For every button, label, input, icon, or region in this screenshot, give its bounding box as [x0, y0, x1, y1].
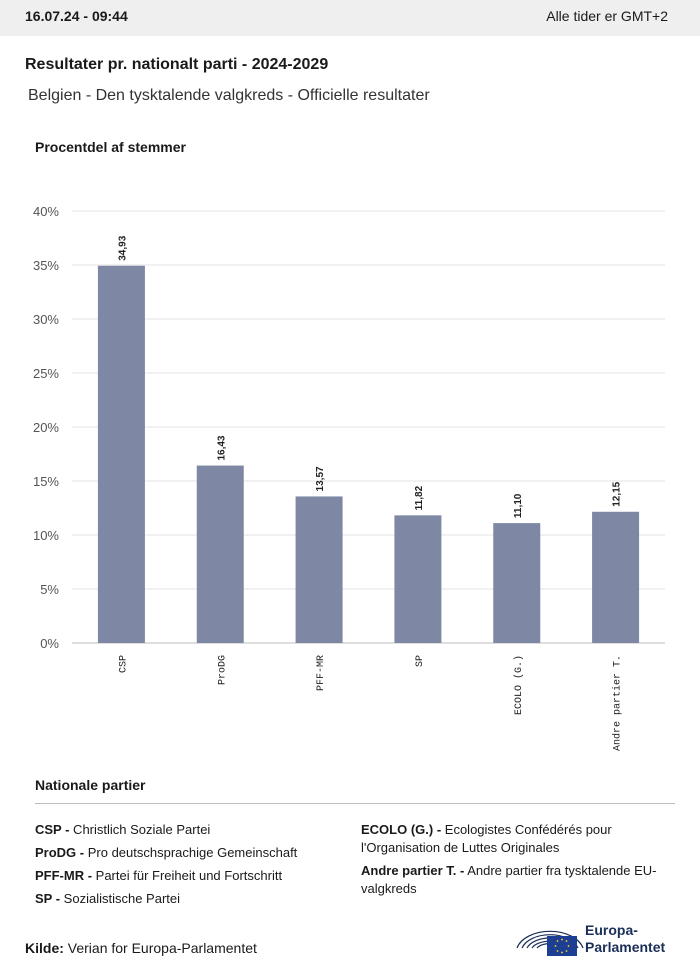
x-tick-label: PFF-MR — [316, 655, 327, 691]
x-tick-label: ECOLO (G.) — [513, 655, 525, 715]
legend-abbr: PFF-MR - — [35, 868, 93, 883]
page-title: Resultater pr. nationalt parti - 2024-20… — [25, 56, 329, 73]
legend-name: Sozialistische Partei — [60, 891, 181, 906]
logo-line-1: Europa- — [585, 922, 638, 938]
source-text: Verian for Europa-Parlamentet — [67, 940, 257, 956]
data-label: 16,43 — [216, 435, 227, 460]
data-label: 12,15 — [612, 481, 623, 506]
x-tick-label: SP — [415, 655, 426, 667]
legend-item: ECOLO (G.) - Ecologistes Confédérés pour… — [361, 821, 671, 857]
bar — [97, 265, 145, 643]
legend-name: Partei für Freiheit und Fortschritt — [92, 868, 283, 883]
european-parliament-logo-icon — [516, 930, 584, 956]
y-tick-label: 35% — [33, 258, 59, 273]
legend-item: CSP - Christlich Soziale Partei — [35, 821, 350, 839]
top-bar: 16.07.24 - 09:44 Alle tider er GMT+2 — [0, 0, 700, 36]
page-subtitle: Belgien - Den tysktalende valgkreds - Of… — [28, 87, 430, 104]
data-label: 11,82 — [414, 485, 425, 510]
legend-abbr: SP - — [35, 891, 61, 906]
y-tick-label: 20% — [33, 420, 59, 435]
source-note: Kilde: Verian for Europa-Parlamentet — [25, 940, 257, 956]
legend-name: Andre partier fra tysktalende EU-valgkre… — [361, 863, 657, 896]
legend-abbr: CSP - — [35, 822, 70, 837]
legend-name: Christlich Soziale Partei — [69, 822, 211, 837]
legend-title: Nationale partier — [35, 777, 146, 793]
legend-name: Pro deutschsprachige Gemeinschaft — [84, 845, 298, 860]
legend-abbr: ProDG - — [35, 845, 85, 860]
bar — [295, 496, 343, 643]
source-label: Kilde: — [25, 940, 64, 956]
timezone-note: Alle tider er GMT+2 — [546, 8, 668, 24]
legend-item: Andre partier T. - Andre partier fra tys… — [361, 862, 671, 898]
x-tick-label: Andre partier T. — [612, 655, 624, 751]
legend-abbr: Andre partier T. - — [361, 863, 465, 878]
y-tick-label: 15% — [33, 474, 59, 489]
y-tick-label: 25% — [33, 366, 59, 381]
y-tick-label: 30% — [33, 312, 59, 327]
timestamp: 16.07.24 - 09:44 — [25, 8, 128, 24]
legend-item: SP - Sozialistische Partei — [35, 890, 350, 908]
legend-item: ProDG - Pro deutschsprachige Gemeinschaf… — [35, 844, 350, 862]
bar — [196, 465, 244, 643]
legend-item: PFF-MR - Partei für Freiheit und Fortsch… — [35, 867, 350, 885]
data-label: 13,57 — [315, 466, 326, 491]
data-label: 11,10 — [513, 493, 524, 518]
legend-abbr: ECOLO (G.) - — [361, 822, 442, 837]
logo-line-2: Parlamentet — [585, 939, 666, 955]
x-tick-label: ProDG — [217, 655, 228, 685]
bar — [592, 511, 640, 643]
legend-list-left: CSP - Christlich Soziale Partei ProDG - P… — [35, 821, 350, 913]
y-tick-label: 5% — [40, 582, 59, 597]
y-tick-label: 10% — [33, 528, 59, 543]
y-tick-label: 40% — [33, 204, 59, 219]
bar-chart: 0% 5% 10% 15% 20% 25% 30% 35% 40% 34,93 CSP 16,43 Pr… — [33, 204, 665, 751]
legend-list-right: ECOLO (G.) - Ecologistes Confédérés pour… — [361, 821, 671, 903]
legend-name: Ecologistes Confédérés pour l'Organisati… — [361, 822, 612, 855]
bar — [394, 515, 442, 643]
data-label: 34,93 — [117, 235, 128, 260]
y-axis-label: Procentdel af stemmer — [35, 139, 186, 155]
y-tick-label: 0% — [40, 636, 59, 651]
x-tick-label: CSP — [118, 655, 129, 673]
bar — [493, 523, 541, 643]
logo-wordmark: Europa- Parlamentet — [585, 922, 665, 956]
legend-divider — [35, 803, 675, 804]
